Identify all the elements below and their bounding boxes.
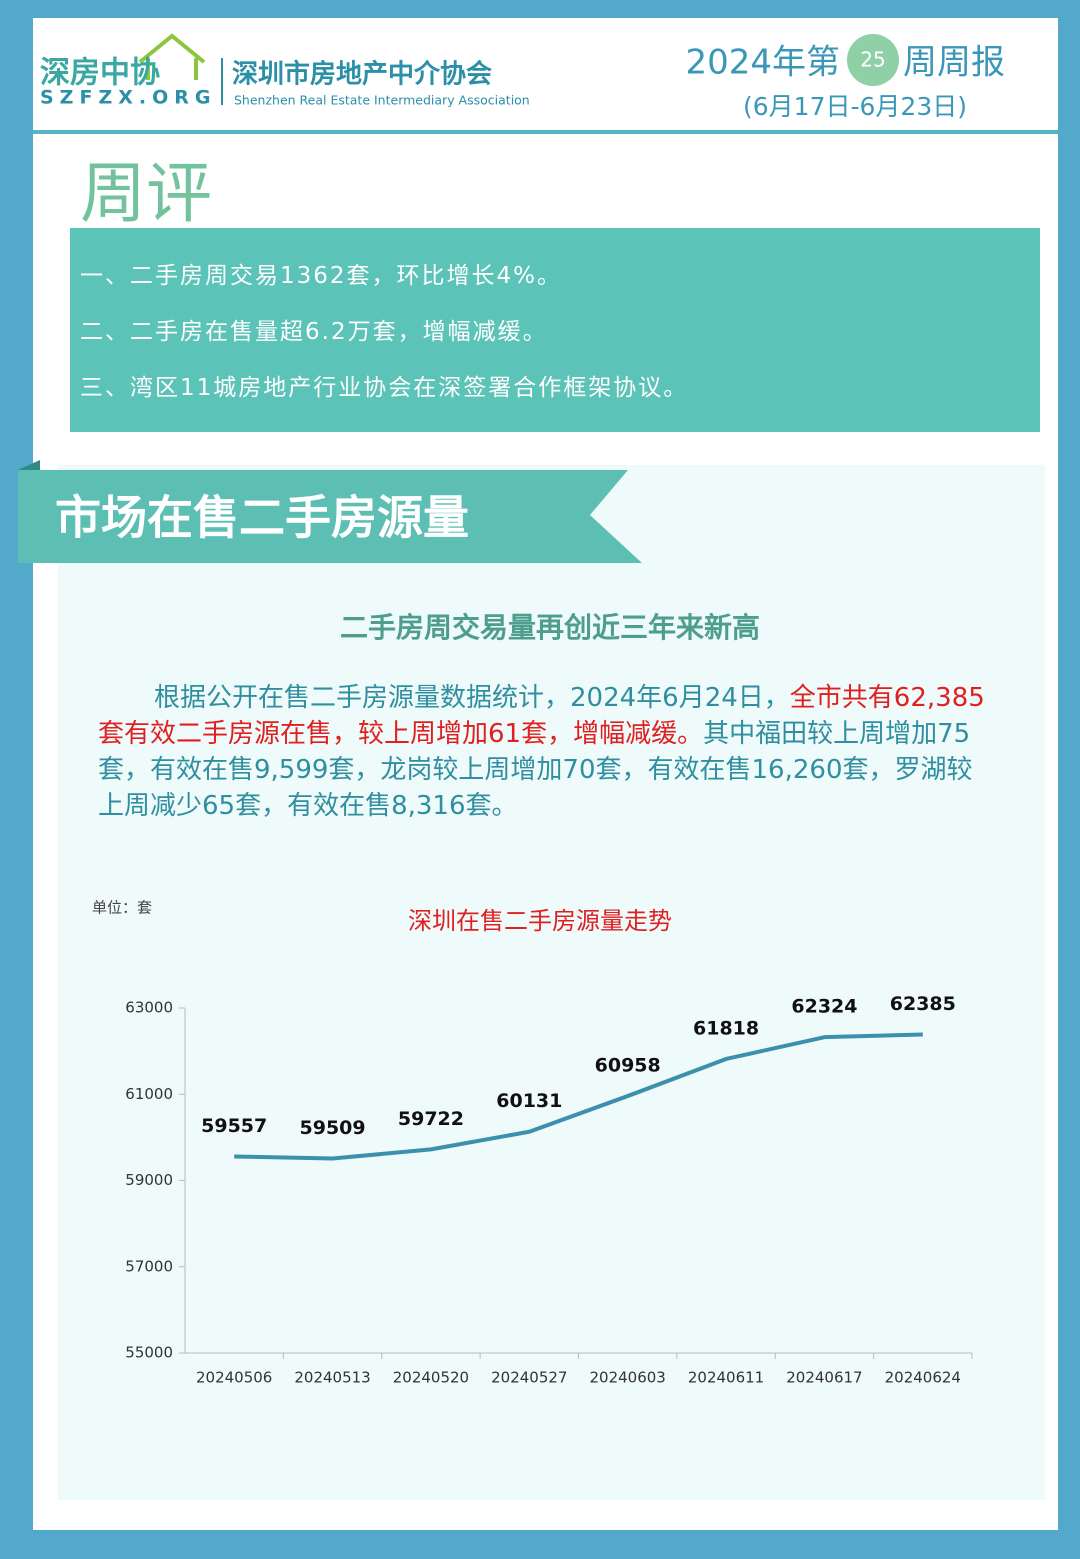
data-label: 59509 (300, 1117, 366, 1139)
week-badge (847, 34, 899, 86)
unit-label: 单位：套 (92, 899, 152, 917)
y-tick-label: 57000 (125, 1257, 173, 1275)
y-tick-label: 59000 (125, 1171, 173, 1189)
review-item: 一、二手房周交易1362套，环比增长4%。 (80, 263, 563, 289)
data-label: 62385 (890, 993, 956, 1015)
x-tick-label: 20240624 (885, 1369, 961, 1387)
paragraph-segment: 根据公开在售二手房源量数据统计，2024年6月24日， (154, 683, 790, 713)
logo-en: SZFZX.ORG (40, 87, 216, 109)
series-line (234, 1032, 923, 1161)
data-label: 59557 (201, 1115, 267, 1137)
banner-fold (18, 460, 40, 470)
data-label: 61818 (693, 1017, 759, 1039)
chart: 单位：套 深圳在售二手房源量走势 55000 57000 59000 61000 630… (92, 899, 973, 1387)
banner: 市场在售二手房源量 (18, 460, 642, 563)
data-label: 60958 (595, 1055, 661, 1077)
y-tick-label: 61000 (125, 1085, 173, 1103)
chart-title: 深圳在售二手房源量走势 (408, 907, 672, 935)
paragraph: 根据公开在售二手房源量数据统计，2024年6月24日，全市共有62,385套有效… (98, 680, 998, 824)
review-item: 二、二手房在售量超6.2万套，增幅减缓。 (80, 319, 548, 345)
week-number: 25 (860, 48, 885, 72)
section-subtitle: 二手房周交易量再创近三年来新高 (339, 611, 760, 644)
review-box (70, 228, 1040, 432)
data-label: 59722 (398, 1108, 464, 1130)
header: 深房中协 SZFZX.ORG 深圳市房地产中介协会 Shenzhen Real … (33, 33, 1058, 134)
y-tick-label: 63000 (125, 999, 173, 1017)
org-name: 深圳市房地产中介协会 (232, 59, 492, 90)
x-tick-label: 20240520 (393, 1369, 469, 1387)
review-item: 三、湾区11城房地产行业协会在深签署合作框架协议。 (80, 375, 689, 401)
logo-house (138, 33, 206, 80)
review-title: 周评 (80, 155, 212, 232)
x-tick-label: 20240603 (590, 1369, 666, 1387)
section-background (58, 465, 1045, 1500)
data-label: 62324 (791, 996, 857, 1018)
paragraph-segment: 其中福田较上周增加75套，有效在售9,599套，龙岗较上周增加70套，有效在售1… (98, 719, 973, 821)
report-suffix: 周周报 (903, 43, 1005, 83)
date-range: (6月17日-6月23日) (743, 92, 967, 121)
report-prefix: 2024年第 (685, 43, 840, 83)
org-name-en: Shenzhen Real Estate Intermediary Associ… (234, 93, 530, 108)
banner-text: 市场在售二手房源量 (55, 491, 469, 545)
logo-cn: 深房中协 (40, 56, 160, 91)
x-tick-label: 20240506 (196, 1369, 272, 1387)
x-tick-label: 20240513 (294, 1369, 370, 1387)
data-label: 60131 (496, 1090, 562, 1112)
x-tick-label: 20240527 (491, 1369, 567, 1387)
x-tick-label: 20240611 (688, 1369, 764, 1387)
paragraph-segment: 全市共有62,385套有效二手房源在售，较上周增加61套，增幅减缓。 (98, 683, 985, 749)
y-tick-label: 55000 (125, 1344, 173, 1362)
x-tick-label: 20240617 (786, 1369, 862, 1387)
banner-shape (18, 470, 642, 563)
